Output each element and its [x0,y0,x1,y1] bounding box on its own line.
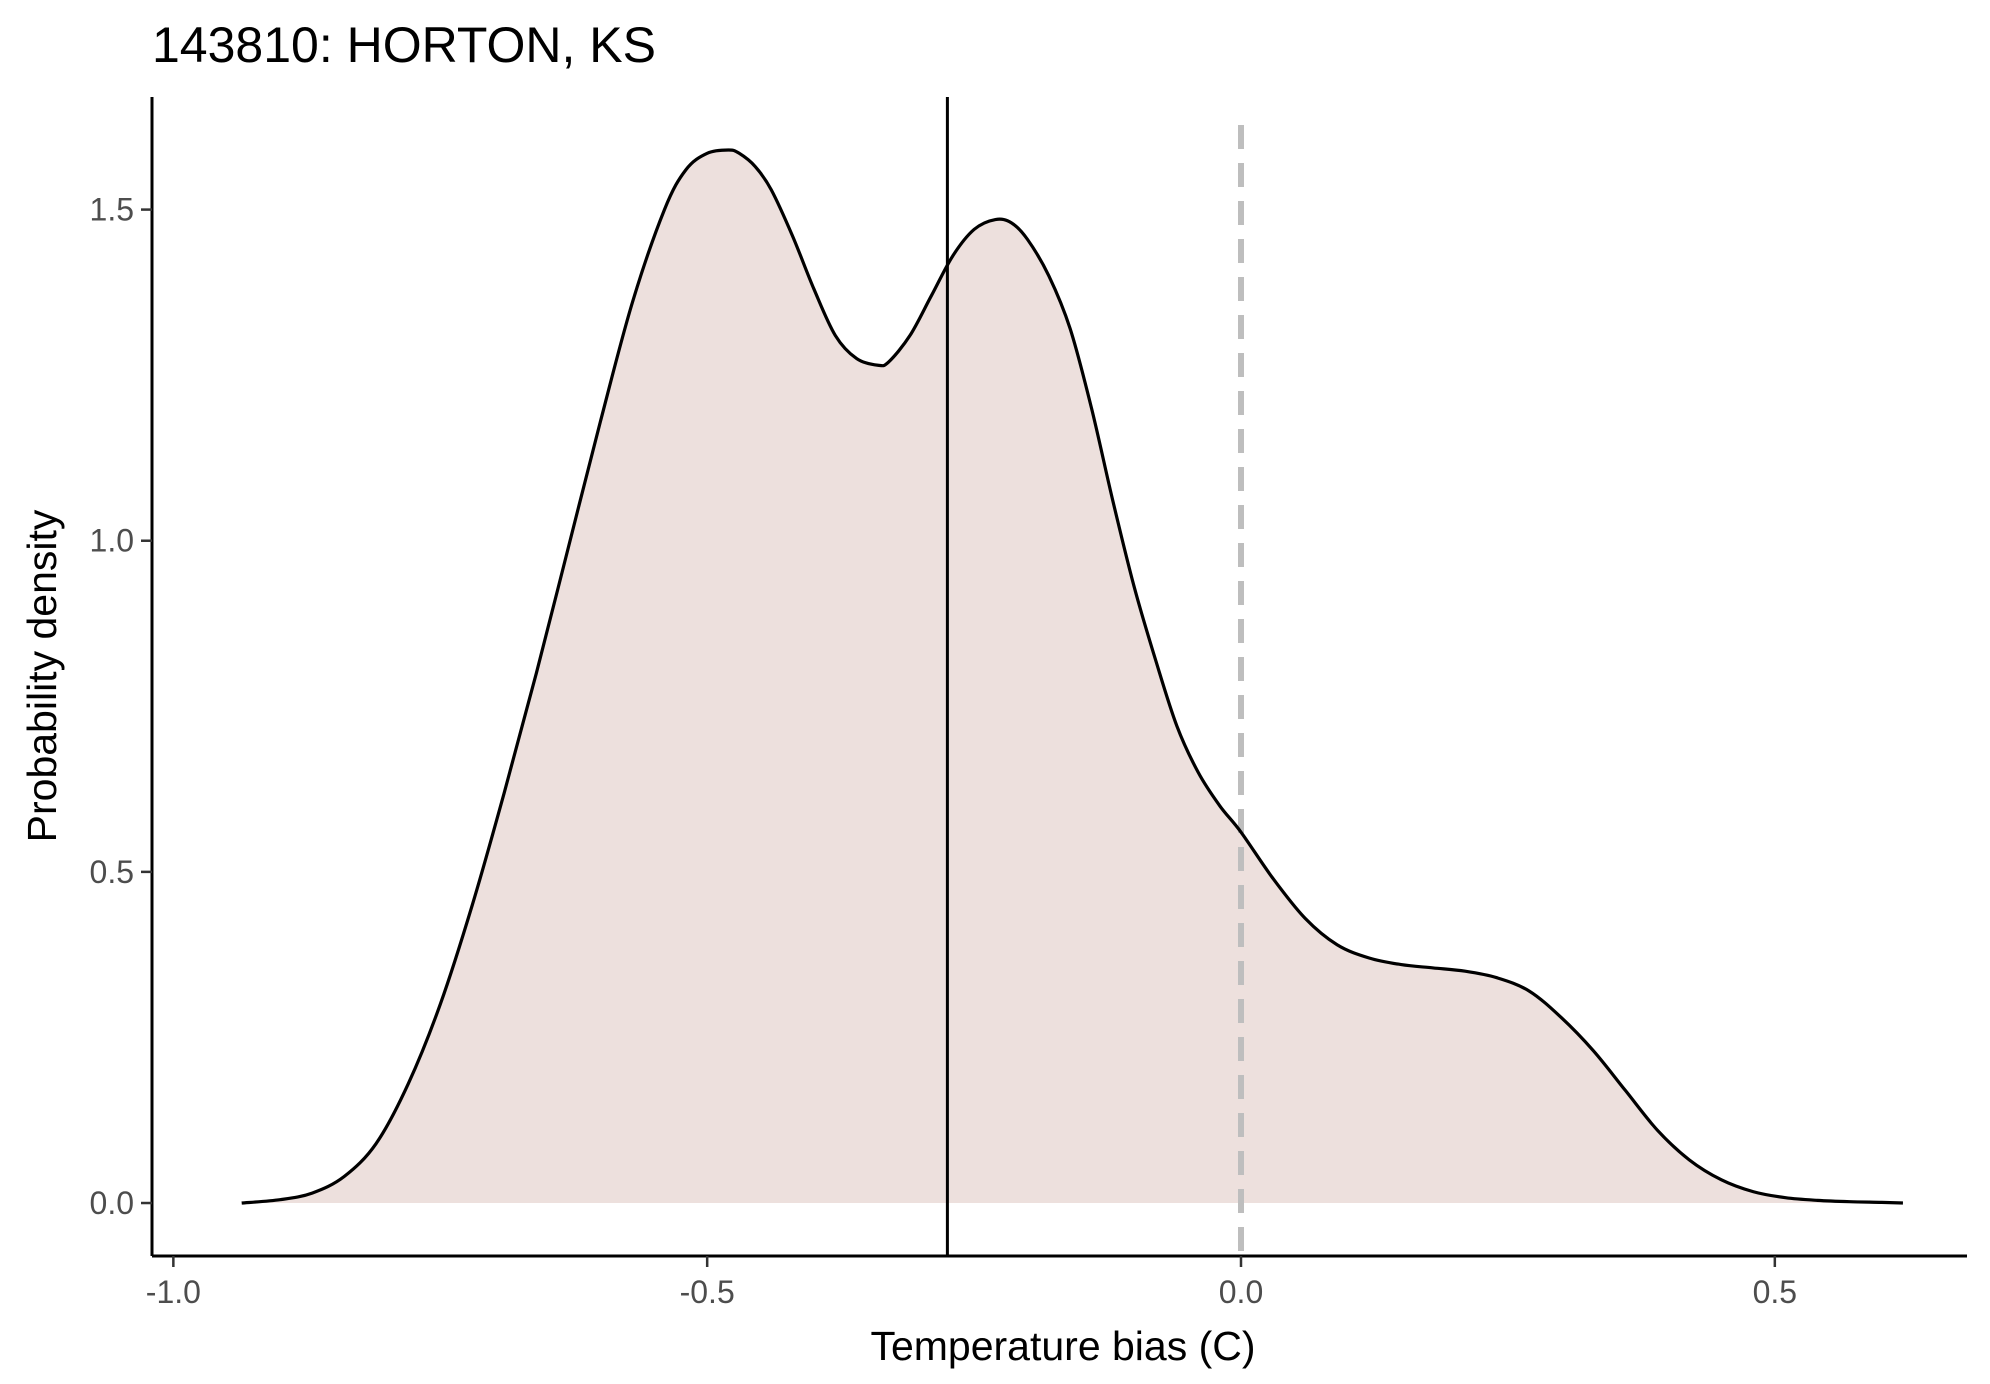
x-tick-label: 0.0 [1219,1274,1263,1310]
x-tick-label: 0.5 [1753,1274,1797,1310]
plot-area [241,97,1903,1256]
chart-title: 143810: HORTON, KS [152,17,656,73]
x-tick-label: -0.5 [680,1274,735,1310]
y-axis: 0.0 0.5 1.0 1.5 [90,97,154,1256]
y-tick-label: 0.0 [90,1185,134,1221]
y-tick-label: 1.0 [90,523,134,559]
density-curve [241,148,1903,1205]
x-axis-title: Temperature bias (C) [870,1323,1255,1369]
y-tick-label: 0.5 [90,854,134,890]
x-axis: -1.0 -0.5 0.0 0.5 [146,1254,1967,1310]
density-fill [241,149,1903,1204]
y-axis-title: Probability density [19,509,65,842]
y-tick-label: 1.5 [90,192,134,228]
x-tick-label: -1.0 [146,1274,201,1310]
